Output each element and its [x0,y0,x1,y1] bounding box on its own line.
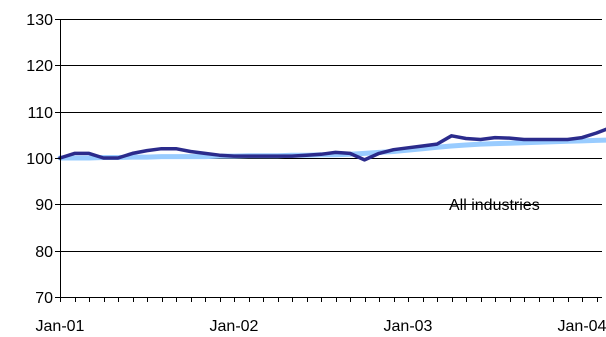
y-tick-label: 130 [26,12,53,29]
y-tick-label: 90 [35,197,53,214]
y-tick-label: 80 [35,244,53,261]
y-ticks: 70 80 90 100 110 120 130 [26,12,60,307]
series-annotation-all-industries: All industries [449,197,540,214]
y-tick-label: 70 [35,290,53,307]
y-tick-label: 110 [27,105,53,122]
y-tick-label: 120 [26,58,53,75]
y-tick-label: 100 [26,151,53,168]
series-layer [57,127,606,162]
series-line-1 [58,127,606,162]
x-tick-label: Jan-01 [36,318,85,335]
x-tick-label: Jan-03 [384,318,433,335]
series-line-all-industries [57,137,606,161]
x-tick-label: Jan-04 [558,318,606,335]
x-ticks: Jan-01 Jan-02 Jan-03 Jan-04 [36,297,606,335]
gridlines [60,19,602,252]
x-tick-label: Jan-02 [210,318,259,335]
axes-layer [60,19,602,298]
